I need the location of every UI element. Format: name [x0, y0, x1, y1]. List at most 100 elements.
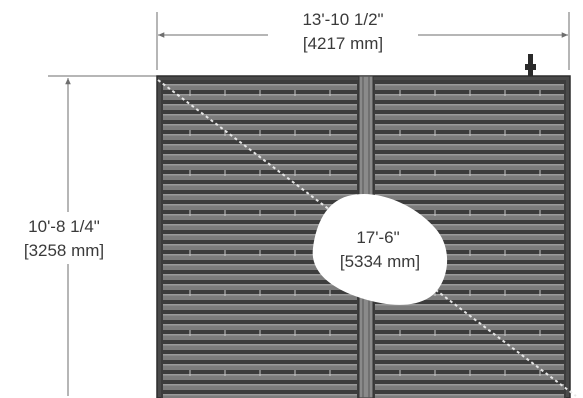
slat	[163, 324, 357, 330]
slat-highlight	[163, 284, 357, 286]
slat	[375, 254, 564, 260]
vent-stack	[525, 54, 536, 76]
slat-highlight	[375, 284, 564, 286]
slat	[163, 394, 357, 398]
slat-highlight	[163, 184, 357, 186]
slat	[163, 334, 357, 340]
slat-highlight	[375, 354, 564, 356]
slat-highlight	[375, 264, 564, 266]
diagonal-imperial-label: 17'-6"	[356, 228, 399, 247]
slat	[375, 244, 564, 250]
slat-highlight	[375, 274, 564, 276]
slat	[375, 144, 564, 150]
slat-highlight	[163, 144, 357, 146]
slat	[375, 174, 564, 180]
slat	[163, 284, 357, 290]
slat	[163, 184, 357, 190]
slat-highlight	[163, 84, 357, 86]
slat	[163, 384, 357, 390]
slat	[163, 104, 357, 110]
slat	[375, 384, 564, 390]
slat	[163, 194, 357, 200]
slat	[375, 264, 564, 270]
slat-highlight	[375, 394, 564, 396]
slat-highlight	[375, 84, 564, 86]
slat-highlight	[163, 364, 357, 366]
slat	[375, 304, 564, 310]
slat	[375, 334, 564, 340]
slat-highlight	[375, 344, 564, 346]
slat-highlight	[163, 344, 357, 346]
slat	[375, 184, 564, 190]
slat	[375, 124, 564, 130]
slat	[163, 254, 357, 260]
slat	[163, 144, 357, 150]
slat	[163, 204, 357, 210]
width-imperial-label: 13'-10 1/2"	[302, 10, 383, 29]
slat	[163, 124, 357, 130]
slat	[163, 234, 357, 240]
slat	[163, 344, 357, 350]
slat-highlight	[163, 234, 357, 236]
slat	[163, 314, 357, 320]
slat-highlight	[163, 244, 357, 246]
slat	[163, 94, 357, 100]
width-metric-label: [4217 mm]	[303, 34, 383, 53]
slat-highlight	[163, 124, 357, 126]
slat	[375, 364, 564, 370]
diagonal-label-blob	[312, 193, 448, 305]
slat	[163, 224, 357, 230]
slat	[375, 194, 564, 200]
slat	[163, 244, 357, 250]
slat-highlight	[163, 104, 357, 106]
slat	[375, 294, 564, 300]
slat	[375, 344, 564, 350]
slat	[163, 114, 357, 120]
diagonal-dimension: 17'-6" [5334 mm]	[157, 79, 577, 397]
slat	[375, 394, 564, 398]
slat	[163, 214, 357, 220]
slat	[163, 354, 357, 360]
slat	[163, 134, 357, 140]
slat-highlight	[375, 304, 564, 306]
slat-highlight	[163, 324, 357, 326]
slat	[375, 354, 564, 360]
slat-highlight	[375, 384, 564, 386]
slat-highlight	[163, 194, 357, 196]
slat-highlight	[375, 204, 564, 206]
slat-highlight	[375, 104, 564, 106]
slat-highlight	[375, 164, 564, 166]
slat	[375, 214, 564, 220]
slat-highlight	[163, 394, 357, 396]
slat-highlight	[163, 354, 357, 356]
slat-highlight	[163, 154, 357, 156]
slat-highlight	[163, 114, 357, 116]
slat	[375, 154, 564, 160]
height-imperial-label: 10'-8 1/4"	[28, 217, 100, 236]
slat	[375, 314, 564, 320]
slat-highlight	[163, 274, 357, 276]
slat-highlight	[163, 314, 357, 316]
slat-highlight	[375, 194, 564, 196]
slat	[163, 274, 357, 280]
height-metric-label: [3258 mm]	[24, 241, 104, 260]
diagonal-metric-label: [5334 mm]	[340, 252, 420, 271]
slat	[375, 84, 564, 90]
height-dimension: 10'-8 1/4" [3258 mm]	[4, 75, 158, 396]
slat	[163, 364, 357, 370]
slat-highlight	[163, 164, 357, 166]
slat	[163, 304, 357, 310]
slat-highlight	[375, 224, 564, 226]
slat	[375, 224, 564, 230]
slat	[375, 164, 564, 170]
slat	[375, 134, 564, 140]
slat	[163, 164, 357, 170]
slat-highlight	[163, 224, 357, 226]
slat	[375, 274, 564, 280]
slat	[163, 294, 357, 300]
slat-highlight	[375, 144, 564, 146]
slat-highlight	[163, 264, 357, 266]
slat-highlight	[375, 364, 564, 366]
slat	[163, 84, 357, 90]
